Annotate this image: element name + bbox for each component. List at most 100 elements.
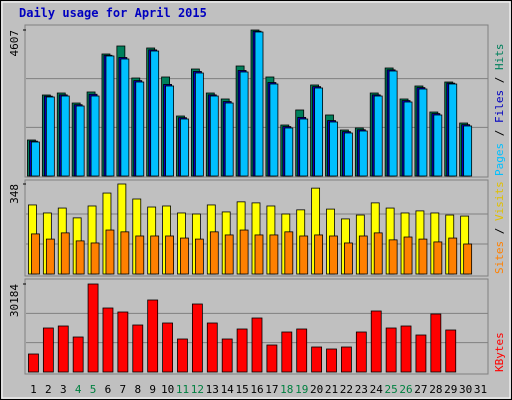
bar — [45, 238, 55, 275]
bar — [254, 234, 264, 275]
bar — [221, 338, 233, 373]
x-tick-label: 29 — [444, 383, 457, 396]
bar — [239, 229, 249, 275]
x-tick-label: 3 — [60, 383, 67, 396]
bar — [311, 346, 323, 373]
x-tick-label: 24 — [370, 383, 384, 396]
bar — [299, 118, 309, 177]
x-tick-label: 12 — [191, 383, 204, 396]
legend-separator: / — [493, 123, 506, 143]
bar — [147, 299, 159, 373]
x-tick-label: 1 — [30, 383, 37, 396]
bar — [269, 83, 279, 177]
bar — [117, 311, 129, 373]
bar — [373, 232, 383, 275]
bar — [224, 234, 234, 275]
x-tick-label: 14 — [221, 383, 235, 396]
bar — [135, 81, 145, 177]
bar — [403, 236, 413, 275]
y-tick-label: 30184 — [8, 284, 21, 317]
bar — [341, 346, 352, 373]
bar — [388, 70, 398, 177]
bar — [132, 324, 144, 373]
legend: Pages / Files / Hits — [493, 44, 506, 177]
bar — [448, 83, 458, 177]
bar — [60, 232, 70, 275]
bar — [448, 237, 458, 275]
bar — [418, 238, 428, 275]
bar — [281, 331, 293, 373]
legend-entry: Pages — [493, 143, 506, 176]
bar — [269, 234, 279, 275]
bar — [45, 96, 55, 177]
bar — [415, 334, 427, 373]
bar — [463, 125, 473, 177]
bar — [90, 95, 100, 177]
x-tick-label: 20 — [310, 383, 323, 396]
bar — [373, 95, 383, 177]
bar — [177, 338, 188, 373]
bar — [388, 239, 398, 275]
legend-separator: / — [493, 70, 506, 90]
bar — [430, 313, 442, 373]
bar — [75, 105, 85, 177]
bar — [344, 242, 353, 275]
bar — [224, 102, 234, 177]
bar — [194, 238, 204, 275]
x-tick-label: 4 — [75, 383, 82, 396]
bar — [105, 229, 115, 275]
legend: KBytes — [493, 332, 506, 372]
legend-entry: Sites — [493, 241, 506, 274]
y-tick-label: 348 — [8, 184, 21, 204]
bar — [209, 95, 219, 177]
x-tick-label: 15 — [235, 383, 248, 396]
bar — [296, 328, 308, 373]
x-tick-label: 9 — [149, 383, 156, 396]
bar — [209, 231, 219, 275]
bar — [236, 328, 248, 373]
bar — [326, 348, 337, 373]
bar — [60, 95, 70, 177]
bar — [239, 71, 249, 177]
x-tick-label: 26 — [399, 383, 412, 396]
bar — [162, 322, 173, 373]
bar — [28, 353, 39, 373]
bar — [314, 87, 324, 177]
x-tick-label: 28 — [429, 383, 442, 396]
x-tick-label: 19 — [295, 383, 308, 396]
bar — [120, 231, 130, 275]
bar — [344, 132, 353, 177]
bar — [358, 130, 368, 177]
legend-entry: Files — [493, 90, 506, 123]
legend-entry: Hits — [493, 44, 506, 71]
bar — [191, 303, 203, 373]
bar — [403, 101, 413, 177]
x-tick-label: 5 — [90, 383, 97, 396]
bar — [165, 85, 174, 177]
bar — [180, 237, 189, 275]
bar — [206, 322, 218, 373]
bar — [165, 235, 174, 275]
bar — [445, 329, 457, 373]
bar — [42, 327, 54, 373]
x-tick-label: 17 — [265, 383, 278, 396]
bar — [135, 235, 145, 275]
bar — [194, 72, 204, 177]
bar — [284, 231, 294, 275]
bar — [75, 240, 85, 275]
bar — [355, 331, 367, 373]
bar — [314, 234, 324, 275]
bar — [329, 235, 338, 275]
x-tick-label: 2 — [45, 383, 52, 396]
x-tick-label: 6 — [105, 383, 112, 396]
x-tick-label: 22 — [340, 383, 353, 396]
x-tick-label: 18 — [280, 383, 293, 396]
bar — [254, 31, 264, 177]
bar — [299, 235, 309, 275]
legend: Sites / Visits — [493, 181, 506, 274]
bar — [284, 127, 294, 177]
bar — [57, 325, 69, 373]
legend-entry: KBytes — [493, 332, 506, 372]
